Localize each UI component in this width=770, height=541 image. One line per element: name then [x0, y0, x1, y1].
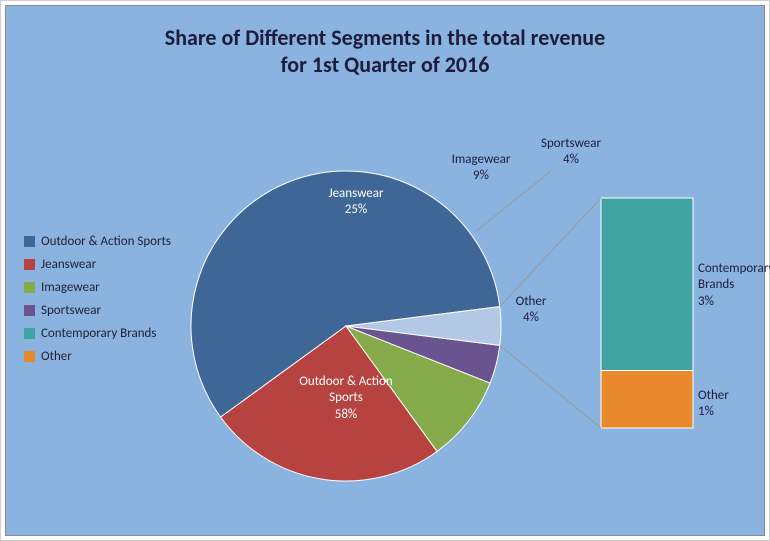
legend-item: Imagewear — [24, 280, 171, 295]
legend-label: Jeanswear — [41, 257, 96, 272]
legend-swatch — [24, 305, 35, 316]
secondary-bar-part — [601, 371, 693, 429]
legend-label: Outdoor & Action Sports — [41, 234, 171, 249]
legend: Outdoor & Action Sports Jeanswear Imagewea… — [24, 226, 171, 372]
connector-line — [500, 198, 601, 307]
legend-swatch — [24, 351, 35, 362]
label-imagewear: Imagewear 9% — [436, 152, 526, 185]
label-contemporary: Contemporary Brands 3% — [698, 261, 770, 310]
secondary-bar-part — [601, 198, 693, 371]
legend-label: Contemporary Brands — [41, 326, 156, 341]
legend-item: Jeanswear — [24, 257, 171, 272]
label-bar-other: Other 1% — [698, 388, 770, 421]
label-jeanswear: Jeanswear 25% — [306, 186, 406, 219]
legend-label: Imagewear — [41, 280, 100, 295]
label-outdoor: Outdoor & Action Sports 58% — [261, 374, 431, 423]
legend-item: Sportswear — [24, 303, 171, 318]
legend-item: Contemporary Brands — [24, 326, 171, 341]
legend-swatch — [24, 236, 35, 247]
legend-label: Other — [41, 349, 72, 364]
chart-plot-area: Share of Different Segments in the total… — [5, 5, 765, 536]
label-other-slice: Other 4% — [501, 294, 561, 327]
legend-label: Sportswear — [41, 303, 101, 318]
outer-frame: Share of Different Segments in the total… — [0, 0, 770, 541]
legend-swatch — [24, 259, 35, 270]
legend-swatch — [24, 328, 35, 339]
label-sportswear: Sportswear 4% — [526, 136, 616, 169]
legend-swatch — [24, 282, 35, 293]
legend-item: Other — [24, 349, 171, 364]
connector-line — [500, 345, 601, 428]
legend-item: Outdoor & Action Sports — [24, 234, 171, 249]
